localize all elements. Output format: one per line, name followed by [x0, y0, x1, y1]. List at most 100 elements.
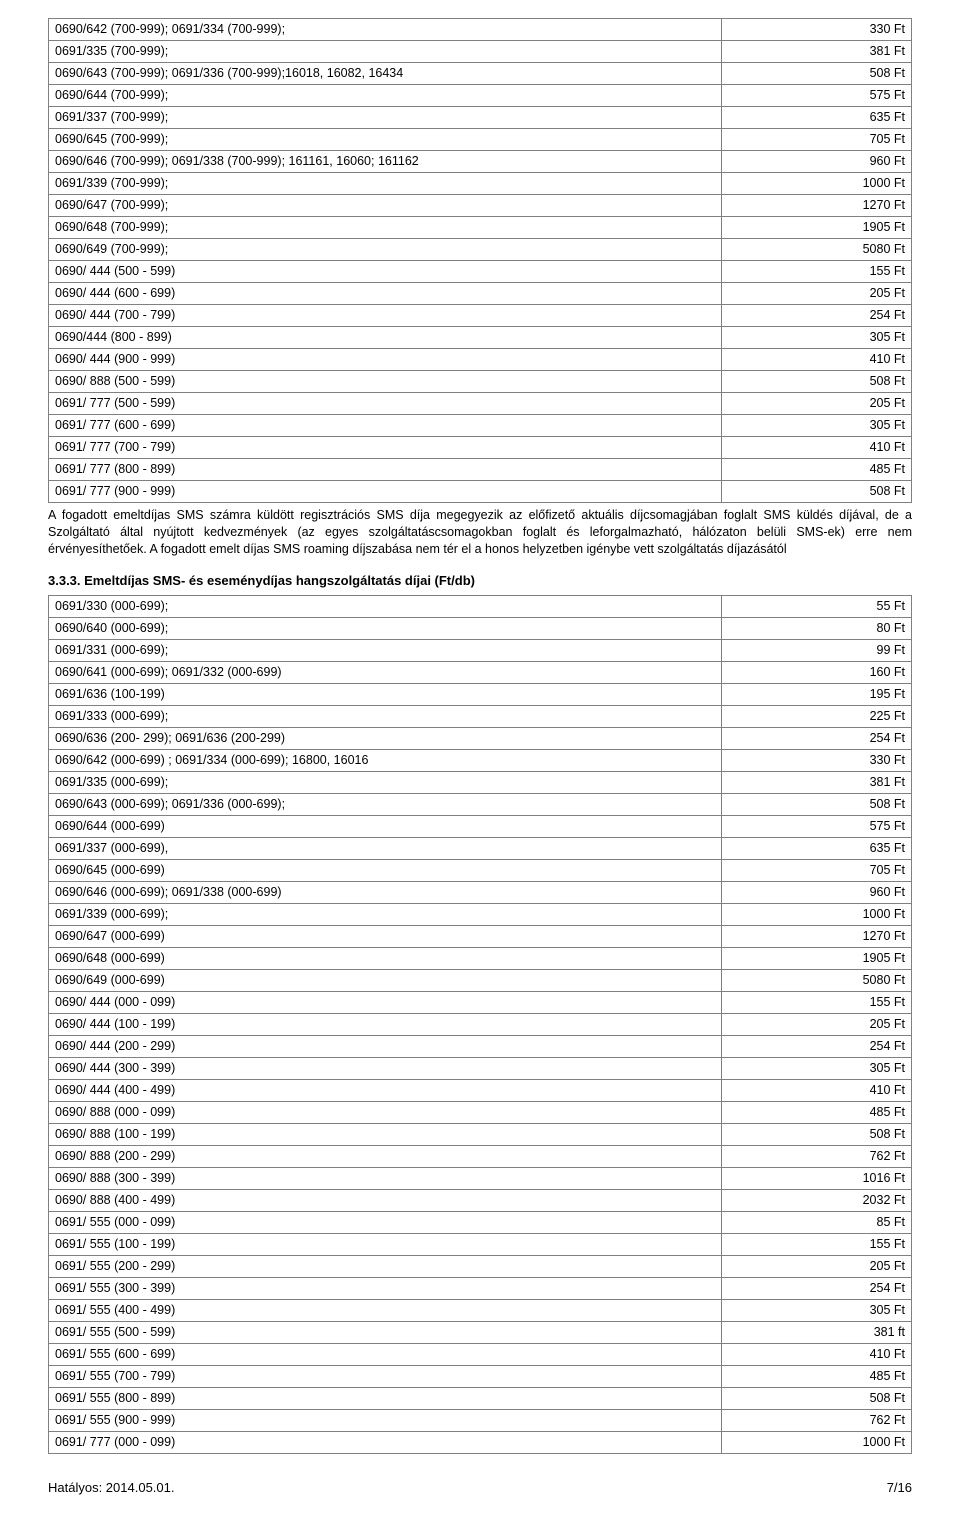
row-price: 508 Ft — [722, 371, 912, 393]
row-label: 0690/ 888 (400 - 499) — [49, 1190, 722, 1212]
row-price: 1016 Ft — [722, 1168, 912, 1190]
table-row: 0690/642 (700-999); 0691/334 (700-999);3… — [49, 19, 912, 41]
table-row: 0690/ 444 (900 - 999)410 Ft — [49, 349, 912, 371]
row-label: 0690/ 444 (200 - 299) — [49, 1036, 722, 1058]
table-row: 0690/ 444 (500 - 599)155 Ft — [49, 261, 912, 283]
table-row: 0690/ 888 (200 - 299)762 Ft — [49, 1146, 912, 1168]
row-label: 0691/333 (000-699); — [49, 706, 722, 728]
row-price: 55 Ft — [722, 596, 912, 618]
row-price: 305 Ft — [722, 415, 912, 437]
row-price: 635 Ft — [722, 838, 912, 860]
table-row: 0690/640 (000-699);80 Ft — [49, 618, 912, 640]
table-row: 0691/636 (100-199)195 Ft — [49, 684, 912, 706]
row-price: 705 Ft — [722, 860, 912, 882]
row-label: 0690/645 (000-699) — [49, 860, 722, 882]
row-label: 0690/ 444 (600 - 699) — [49, 283, 722, 305]
row-label: 0691/ 777 (700 - 799) — [49, 437, 722, 459]
row-label: 0690/ 444 (500 - 599) — [49, 261, 722, 283]
footer-page-number: 7/16 — [887, 1479, 912, 1497]
row-label: 0690/636 (200- 299); 0691/636 (200-299) — [49, 728, 722, 750]
table-row: 0690/646 (000-699); 0691/338 (000-699)96… — [49, 882, 912, 904]
row-price: 195 Ft — [722, 684, 912, 706]
row-label: 0690/640 (000-699); — [49, 618, 722, 640]
row-price: 410 Ft — [722, 349, 912, 371]
table-row: 0690/647 (700-999);1270 Ft — [49, 195, 912, 217]
row-label: 0690/644 (700-999); — [49, 85, 722, 107]
row-label: 0691/337 (700-999); — [49, 107, 722, 129]
table-row: 0691/ 777 (000 - 099)1000 Ft — [49, 1432, 912, 1454]
row-price: 330 Ft — [722, 19, 912, 41]
table-row: 0690/ 444 (400 - 499)410 Ft — [49, 1080, 912, 1102]
row-price: 254 Ft — [722, 728, 912, 750]
row-label: 0691/335 (000-699); — [49, 772, 722, 794]
row-label: 0691/ 777 (600 - 699) — [49, 415, 722, 437]
row-price: 205 Ft — [722, 393, 912, 415]
price-table-2: 0691/330 (000-699);55 Ft0690/640 (000-69… — [48, 595, 912, 1454]
row-label: 0691/636 (100-199) — [49, 684, 722, 706]
row-label: 0691/ 555 (500 - 599) — [49, 1322, 722, 1344]
row-label: 0690/ 888 (500 - 599) — [49, 371, 722, 393]
table-row: 0690/648 (000-699)1905 Ft — [49, 948, 912, 970]
row-price: 5080 Ft — [722, 239, 912, 261]
row-label: 0690/649 (000-699) — [49, 970, 722, 992]
table-row: 0690/645 (000-699)705 Ft — [49, 860, 912, 882]
row-label: 0691/ 555 (600 - 699) — [49, 1344, 722, 1366]
row-label: 0690/646 (700-999); 0691/338 (700-999); … — [49, 151, 722, 173]
table-row: 0690/ 888 (000 - 099)485 Ft — [49, 1102, 912, 1124]
row-price: 205 Ft — [722, 283, 912, 305]
row-price: 762 Ft — [722, 1410, 912, 1432]
table-row: 0690/647 (000-699)1270 Ft — [49, 926, 912, 948]
row-price: 1270 Ft — [722, 195, 912, 217]
section-heading-333: 3.3.3. Emeltdíjas SMS- és eseménydíjas h… — [48, 572, 912, 590]
row-price: 1905 Ft — [722, 948, 912, 970]
row-label: 0691/331 (000-699); — [49, 640, 722, 662]
table-row: 0690/ 888 (100 - 199)508 Ft — [49, 1124, 912, 1146]
row-label: 0691/339 (700-999); — [49, 173, 722, 195]
row-label: 0690/642 (000-699) ; 0691/334 (000-699);… — [49, 750, 722, 772]
row-label: 0690/ 444 (700 - 799) — [49, 305, 722, 327]
row-label: 0691/ 777 (500 - 599) — [49, 393, 722, 415]
row-label: 0690/649 (700-999); — [49, 239, 722, 261]
table-row: 0690/ 444 (700 - 799)254 Ft — [49, 305, 912, 327]
table-row: 0691/ 777 (800 - 899)485 Ft — [49, 459, 912, 481]
row-label: 0691/ 555 (800 - 899) — [49, 1388, 722, 1410]
explanatory-paragraph: A fogadott emeltdíjas SMS számra küldött… — [48, 507, 912, 558]
row-label: 0690/641 (000-699); 0691/332 (000-699) — [49, 662, 722, 684]
row-price: 705 Ft — [722, 129, 912, 151]
table-row: 0691/339 (000-699);1000 Ft — [49, 904, 912, 926]
table-row: 0690/646 (700-999); 0691/338 (700-999); … — [49, 151, 912, 173]
row-label: 0691/ 555 (100 - 199) — [49, 1234, 722, 1256]
row-price: 508 Ft — [722, 794, 912, 816]
row-label: 0691/ 555 (700 - 799) — [49, 1366, 722, 1388]
table-row: 0690/444 (800 - 899)305 Ft — [49, 327, 912, 349]
row-label: 0690/ 888 (000 - 099) — [49, 1102, 722, 1124]
table-row: 0691/ 777 (700 - 799)410 Ft — [49, 437, 912, 459]
row-price: 1000 Ft — [722, 173, 912, 195]
table-row: 0690/648 (700-999);1905 Ft — [49, 217, 912, 239]
row-label: 0690/643 (700-999); 0691/336 (700-999);1… — [49, 63, 722, 85]
table-row: 0690/649 (700-999);5080 Ft — [49, 239, 912, 261]
row-price: 85 Ft — [722, 1212, 912, 1234]
table-row: 0690/ 444 (200 - 299)254 Ft — [49, 1036, 912, 1058]
row-price: 1905 Ft — [722, 217, 912, 239]
row-price: 410 Ft — [722, 437, 912, 459]
row-price: 575 Ft — [722, 85, 912, 107]
table-row: 0691/ 777 (500 - 599)205 Ft — [49, 393, 912, 415]
row-price: 381 Ft — [722, 41, 912, 63]
row-label: 0691/335 (700-999); — [49, 41, 722, 63]
table-row: 0691/ 555 (900 - 999)762 Ft — [49, 1410, 912, 1432]
row-label: 0691/ 555 (000 - 099) — [49, 1212, 722, 1234]
row-label: 0691/330 (000-699); — [49, 596, 722, 618]
row-price: 305 Ft — [722, 1058, 912, 1080]
table-row: 0691/ 555 (600 - 699)410 Ft — [49, 1344, 912, 1366]
row-price: 2032 Ft — [722, 1190, 912, 1212]
table-row: 0691/ 555 (400 - 499)305 Ft — [49, 1300, 912, 1322]
table-row: 0690/ 444 (000 - 099)155 Ft — [49, 992, 912, 1014]
price-table-1: 0690/642 (700-999); 0691/334 (700-999);3… — [48, 18, 912, 503]
row-price: 508 Ft — [722, 1124, 912, 1146]
page: 0690/642 (700-999); 0691/334 (700-999);3… — [0, 0, 960, 1521]
table-row: 0690/ 888 (400 - 499)2032 Ft — [49, 1190, 912, 1212]
row-price: 254 Ft — [722, 1278, 912, 1300]
row-price: 155 Ft — [722, 992, 912, 1014]
table-row: 0690/ 444 (600 - 699)205 Ft — [49, 283, 912, 305]
